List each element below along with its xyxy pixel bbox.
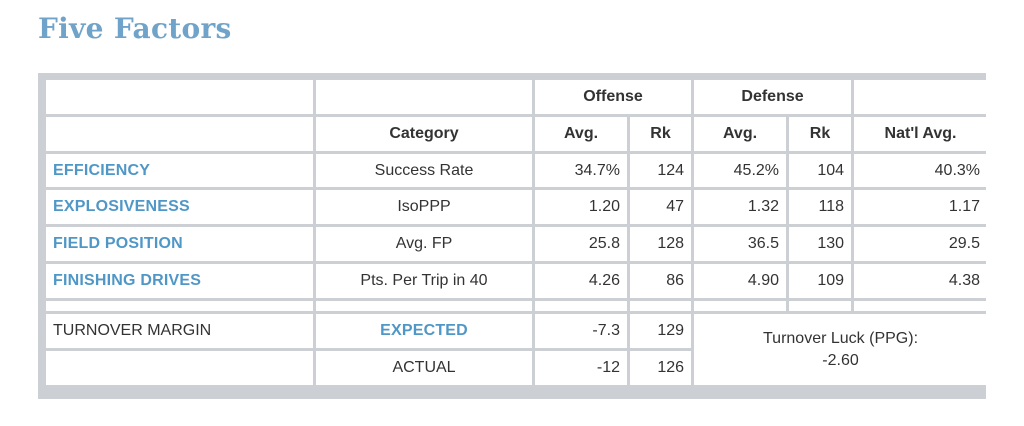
empty-cell bbox=[789, 300, 852, 312]
turnover-expected-row: TURNOVER MARGIN EXPECTED -7.3 129 Turnov… bbox=[46, 314, 988, 385]
offense-rank-cell: 47 bbox=[630, 190, 692, 225]
defense-avg-cell: 4.90 bbox=[694, 264, 787, 298]
table-row: EFFICIENCY Success Rate 34.7% 124 45.2% … bbox=[46, 153, 988, 188]
turnover-actual-row: ACTUAL -12 126 bbox=[46, 351, 987, 385]
defense-header: Defense bbox=[694, 80, 852, 114]
table-row: FINISHING DRIVES Pts. Per Trip in 40 4.2… bbox=[46, 264, 988, 298]
defense-rank-cell: 130 bbox=[789, 227, 852, 262]
actual-rank: 126 bbox=[630, 351, 692, 385]
category-cell: IsoPPP bbox=[316, 190, 532, 225]
empty-cell bbox=[630, 300, 692, 312]
national-avg-cell: 4.38 bbox=[854, 264, 988, 298]
factor-label: EFFICIENCY bbox=[46, 153, 313, 188]
factor-label: FINISHING DRIVES bbox=[46, 264, 313, 298]
group-header-row: Offense Defense bbox=[46, 80, 988, 114]
empty-cell bbox=[46, 300, 313, 312]
empty-cell bbox=[46, 80, 313, 114]
factor-label: EXPLOSIVENESS bbox=[46, 190, 313, 225]
national-avg-cell: 40.3% bbox=[854, 153, 988, 188]
defense-avg-cell: 1.32 bbox=[694, 190, 787, 225]
offense-avg-header: Avg. bbox=[535, 116, 627, 151]
expected-label: EXPECTED bbox=[316, 314, 532, 349]
turnover-luck-cell: Turnover Luck (PPG): -2.60 bbox=[694, 314, 988, 385]
defense-avg-cell: 45.2% bbox=[694, 153, 787, 188]
empty-cell bbox=[316, 80, 532, 114]
offense-avg-cell: 1.20 bbox=[535, 190, 627, 225]
empty-cell bbox=[535, 300, 627, 312]
actual-label: ACTUAL bbox=[316, 351, 532, 385]
empty-cell bbox=[46, 116, 313, 151]
defense-rank-cell: 118 bbox=[789, 190, 852, 225]
expected-rank: 129 bbox=[630, 314, 692, 349]
column-header-row: Category Avg. Rk Avg. Rk Nat'l Avg. bbox=[46, 116, 988, 151]
actual-value: -12 bbox=[535, 351, 627, 385]
offense-rank-cell: 124 bbox=[630, 153, 692, 188]
national-avg-header: Nat'l Avg. bbox=[854, 116, 988, 151]
defense-rank-header: Rk bbox=[789, 116, 852, 151]
table-row: FIELD POSITION Avg. FP 25.8 128 36.5 130… bbox=[46, 227, 988, 262]
offense-rank-cell: 86 bbox=[630, 264, 692, 298]
empty-cell bbox=[694, 300, 787, 312]
defense-avg-cell: 36.5 bbox=[694, 227, 787, 262]
offense-rank-cell: 128 bbox=[630, 227, 692, 262]
defense-rank-cell: 109 bbox=[789, 264, 852, 298]
empty-cell bbox=[854, 80, 988, 114]
turnover-luck-label: Turnover Luck (PPG): bbox=[763, 329, 919, 347]
category-cell: Avg. FP bbox=[316, 227, 532, 262]
table-row: EXPLOSIVENESS IsoPPP 1.20 47 1.32 118 1.… bbox=[46, 190, 988, 225]
empty-cell bbox=[46, 351, 313, 385]
offense-avg-cell: 4.26 bbox=[535, 264, 627, 298]
expected-value: -7.3 bbox=[535, 314, 627, 349]
defense-rank-cell: 104 bbox=[789, 153, 852, 188]
national-avg-cell: 29.5 bbox=[854, 227, 988, 262]
category-cell: Success Rate bbox=[316, 153, 532, 188]
offense-avg-cell: 34.7% bbox=[535, 153, 627, 188]
factor-label: FIELD POSITION bbox=[46, 227, 313, 262]
turnover-margin-label: TURNOVER MARGIN bbox=[46, 314, 313, 349]
national-avg-cell: 1.17 bbox=[854, 190, 988, 225]
offense-header: Offense bbox=[535, 80, 692, 114]
turnover-luck-value: -2.60 bbox=[822, 351, 859, 369]
category-header: Category bbox=[316, 116, 532, 151]
defense-avg-header: Avg. bbox=[694, 116, 787, 151]
offense-rank-header: Rk bbox=[630, 116, 692, 151]
offense-avg-cell: 25.8 bbox=[535, 227, 627, 262]
empty-cell bbox=[316, 300, 532, 312]
page-title: Five Factors bbox=[38, 12, 232, 45]
five-factors-table-frame: Offense Defense Category Avg. Rk Avg. Rk… bbox=[38, 73, 988, 399]
five-factors-table: Offense Defense Category Avg. Rk Avg. Rk… bbox=[43, 77, 990, 388]
spacer-row bbox=[46, 300, 988, 312]
empty-cell bbox=[854, 300, 988, 312]
category-cell: Pts. Per Trip in 40 bbox=[316, 264, 532, 298]
